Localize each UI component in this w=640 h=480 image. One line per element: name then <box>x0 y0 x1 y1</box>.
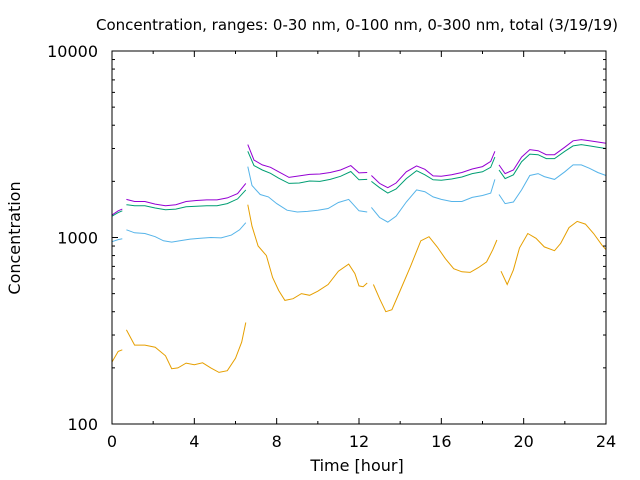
series-3-line-segment-0 <box>111 208 123 216</box>
series-0-line-segment-1 <box>125 322 247 373</box>
series-1-line-segment-4 <box>498 164 607 205</box>
axis-ticks: 0 4 8 12 16 20 24 100 1000 10000 <box>47 42 616 451</box>
x-tick-label: 24 <box>596 432 616 451</box>
series-0-line-segment-4 <box>500 220 607 286</box>
y-tick-label: 1000 <box>57 229 98 248</box>
series-0-line-segment-2 <box>247 204 368 301</box>
series-2-line-segment-2 <box>247 151 368 184</box>
plot-frame <box>111 50 607 425</box>
series-1-line-segment-1 <box>126 222 247 243</box>
x-tick-label: 0 <box>107 432 117 451</box>
series-2-line-segment-4 <box>498 144 607 180</box>
x-tick-label: 8 <box>272 432 282 451</box>
series-1-line-segment-2 <box>247 166 368 213</box>
series-2-line-segment-1 <box>126 189 247 211</box>
series-0-line-segment-3 <box>372 236 498 313</box>
series-3-line-segment-4 <box>498 139 607 175</box>
series-3-line-segment-1 <box>126 183 247 207</box>
series-3-line-segment-3 <box>371 151 496 189</box>
series-2-line-segment-3 <box>371 156 496 194</box>
series-1-line-segment-0 <box>111 238 123 243</box>
series-1-line-segment-3 <box>371 179 496 223</box>
x-tick-label: 12 <box>349 432 369 451</box>
series-3-line-segment-2 <box>247 144 368 178</box>
x-tick-label: 16 <box>431 432 451 451</box>
y-axis-label: Concentration <box>5 181 24 294</box>
series-0-line-segment-0 <box>111 349 123 363</box>
x-tick-label: 4 <box>189 432 199 451</box>
y-tick-label: 10000 <box>47 42 98 61</box>
x-axis-label: Time [hour] <box>309 456 403 475</box>
y-tick-label: 100 <box>67 415 98 434</box>
x-tick-label: 20 <box>513 432 533 451</box>
plot-lines <box>111 139 607 373</box>
series-2-line-segment-0 <box>111 210 123 217</box>
chart-title: Concentration, ranges: 0-30 nm, 0-100 nm… <box>96 16 618 34</box>
